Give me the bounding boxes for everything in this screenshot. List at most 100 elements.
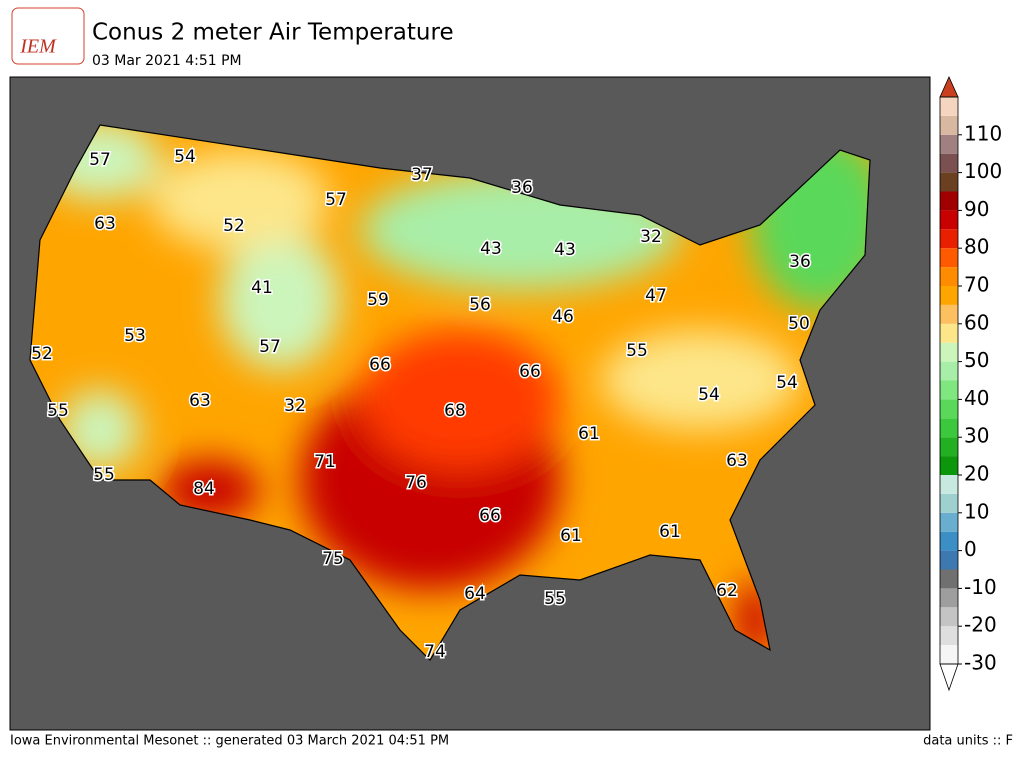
colorbar-tick-label: 100 — [964, 159, 1002, 183]
colorbar-tick-label: -30 — [964, 651, 997, 675]
colorbar: -30 -20 -10 0 10 20 30 40 50 60 70 80 90 100 110 — [939, 76, 1002, 692]
colorbar-band — [940, 323, 958, 343]
temperature-label: 68 — [444, 401, 466, 421]
temperature-label: 32 — [284, 396, 306, 416]
temperature-label: 62 — [716, 581, 738, 601]
temperature-label: 57 — [89, 150, 111, 170]
colorbar-band — [940, 172, 958, 192]
colorbar-tick-label: 80 — [964, 235, 989, 259]
colorbar-tick-label: 40 — [964, 386, 989, 410]
colorbar-band — [940, 493, 958, 513]
colorbar-tick-label: 70 — [964, 273, 989, 297]
temperature-label: 55 — [544, 589, 566, 609]
colorbar-tick-label: 50 — [964, 348, 989, 372]
colorbar-tick-label: 20 — [964, 462, 989, 486]
colorbar-band — [940, 304, 958, 324]
temperature-label: 61 — [560, 526, 582, 546]
colorbar-band — [940, 531, 958, 551]
temperature-label: 54 — [776, 373, 798, 393]
colorbar-band — [940, 550, 958, 570]
colorbar-band — [940, 191, 958, 211]
colorbar-band — [940, 342, 958, 362]
temperature-label: 66 — [479, 506, 501, 526]
coastline — [29, 124, 871, 661]
temperature-label: 57 — [259, 337, 281, 357]
logo-text: IEM — [19, 36, 57, 58]
colorbar-tick-label: 0 — [964, 537, 977, 561]
footer-right: data units :: F — [923, 734, 1013, 749]
footer-left: Iowa Environmental Mesonet :: generated … — [10, 734, 449, 749]
temperature-label: 66 — [519, 362, 541, 382]
colorbar-band — [940, 399, 958, 419]
colorbar-frame — [939, 96, 959, 665]
temperature-label: 55 — [93, 465, 115, 485]
colorbar-tick-label: 30 — [964, 424, 989, 448]
temperature-label: 52 — [31, 344, 53, 364]
temperature-label: 41 — [251, 278, 273, 298]
colorbar-band — [940, 475, 958, 494]
colorbar-band — [940, 153, 958, 173]
temperature-label: 37 — [411, 165, 433, 185]
colorbar-band — [940, 456, 958, 475]
colorbar-band — [940, 626, 958, 646]
temperature-label: 36 — [511, 178, 533, 198]
temperature-label: 55 — [626, 341, 648, 361]
temperature-label: 32 — [640, 227, 662, 247]
temperature-label: 64 — [464, 584, 486, 604]
colorbar-band — [940, 645, 958, 664]
colorbar-tick-label: 60 — [964, 310, 989, 334]
colorbar-tick-label: 110 — [964, 121, 1002, 145]
colorbar-tick-label: -20 — [964, 613, 997, 637]
temperature-label: 75 — [322, 549, 344, 569]
temperature-label: 76 — [405, 473, 427, 493]
temperature-label: 63 — [94, 214, 116, 234]
colorbar-band — [940, 569, 958, 589]
temperature-label: 56 — [469, 295, 491, 315]
colorbar-band — [940, 512, 958, 532]
colorbar-band — [940, 229, 958, 249]
temperature-label: 74 — [424, 642, 446, 662]
temperature-label: 55 — [47, 401, 69, 421]
colorbar-band — [940, 607, 958, 627]
colorbar-tick-label: -10 — [964, 575, 997, 599]
colorbar-band — [940, 361, 958, 381]
colorbar-tick-label: 90 — [964, 197, 989, 221]
subtitle: 03 Mar 2021 4:51 PM — [92, 53, 242, 69]
temperature-label: 52 — [223, 216, 245, 236]
colorbar-band — [940, 418, 958, 438]
temperature-label: 61 — [659, 522, 681, 542]
temperature-label: 59 — [367, 290, 389, 310]
colorbar-band — [940, 248, 958, 268]
temperature-label: 47 — [645, 286, 667, 306]
colorbar-band — [940, 286, 958, 305]
temperature-label: 43 — [554, 240, 576, 260]
temperature-label: 71 — [314, 452, 336, 472]
colorbar-band — [940, 380, 958, 400]
logo — [11, 7, 85, 65]
station-labels: 57 54 37 36 57 63 52 43 43 32 36 41 59 56 47 46 50 53 57 52… — [30, 146, 813, 664]
temperature-label: 84 — [193, 479, 215, 499]
temperature-label: 36 — [789, 252, 811, 272]
temperature-label: 66 — [369, 355, 391, 375]
temperature-label: 57 — [325, 190, 347, 210]
temperature-label: 50 — [788, 314, 810, 334]
temperature-label: 53 — [124, 326, 146, 346]
colorbar-band — [940, 210, 958, 230]
colorbar-band — [940, 267, 958, 286]
colorbar-band — [940, 97, 958, 116]
temperature-label: 61 — [578, 424, 600, 444]
title: Conus 2 meter Air Temperature — [92, 20, 454, 46]
colorbar-band — [940, 588, 958, 608]
temperature-label: 43 — [480, 239, 502, 259]
temperature-label: 63 — [726, 451, 748, 471]
colorbar-band — [940, 437, 958, 457]
temperature-label: 63 — [189, 391, 211, 411]
temperature-label: 54 — [698, 385, 720, 405]
temperature-label: 54 — [174, 147, 196, 167]
colorbar-tick-label: 10 — [964, 499, 989, 523]
colorbar-band — [940, 115, 958, 135]
temperature-label: 46 — [552, 307, 574, 327]
colorbar-band — [940, 134, 958, 154]
